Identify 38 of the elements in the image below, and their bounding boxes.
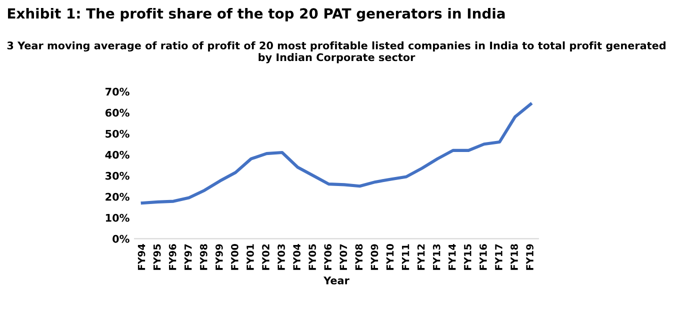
y-tick-label: 70%	[106, 88, 130, 96]
y-tick-label: 0%	[112, 234, 130, 243]
x-tick-label: FY06	[324, 244, 332, 270]
x-tick-label: FY96	[168, 244, 176, 270]
y-tick-label: 10%	[106, 214, 130, 222]
y-tick-label: 40%	[105, 150, 130, 159]
x-tick-label: FY07	[340, 244, 348, 270]
x-tick-label: FY18	[510, 244, 518, 270]
chart-title: Exhibit 1: The profit share of the top 20 PAT generators in India	[8, 8, 505, 22]
x-axis-title: Year	[323, 276, 350, 284]
x-tick-label: FY15	[464, 244, 472, 270]
x-tick-label: FY00	[231, 244, 238, 270]
x-tick-label: FY09	[370, 244, 378, 270]
x-tick-label: FY94	[138, 244, 146, 270]
x-tick-label: FY13	[432, 244, 440, 270]
y-tick-label: 20%	[106, 192, 130, 201]
x-tick-label: FY04	[293, 244, 300, 270]
x-tick-label: FY98	[200, 244, 208, 270]
y-tick-label: 50%	[106, 130, 130, 138]
x-tick-label: FY97	[184, 244, 192, 270]
x-tick-label: FY12	[417, 244, 425, 270]
x-tick-label: FY14	[448, 244, 456, 270]
line-series	[140, 102, 532, 205]
x-tick-label: FY95	[153, 244, 161, 270]
x-tick-label: FY19	[526, 244, 534, 270]
x-tick-label: FY10	[386, 244, 394, 270]
x-tick-label: FY16	[480, 244, 487, 270]
x-tick-label: FY05	[308, 244, 316, 270]
chart-subtitle: 3 Year moving average of ratio of profit of 20 most profitable listed companies in India to total profit generated by Indian Corporate sector	[7, 41, 666, 64]
x-tick-label: FY08	[355, 244, 363, 270]
x-tick-label: FY17	[495, 244, 502, 270]
x-tick-label: FY01	[246, 244, 254, 270]
x-tick-label: FY11	[402, 244, 410, 270]
y-tick-label: 60%	[105, 108, 130, 117]
x-tick-label: FY03	[278, 244, 285, 270]
x-tick-label: FY99	[215, 244, 223, 270]
x-tick-label: FY02	[262, 244, 270, 270]
y-tick-label: 30%	[106, 172, 130, 180]
